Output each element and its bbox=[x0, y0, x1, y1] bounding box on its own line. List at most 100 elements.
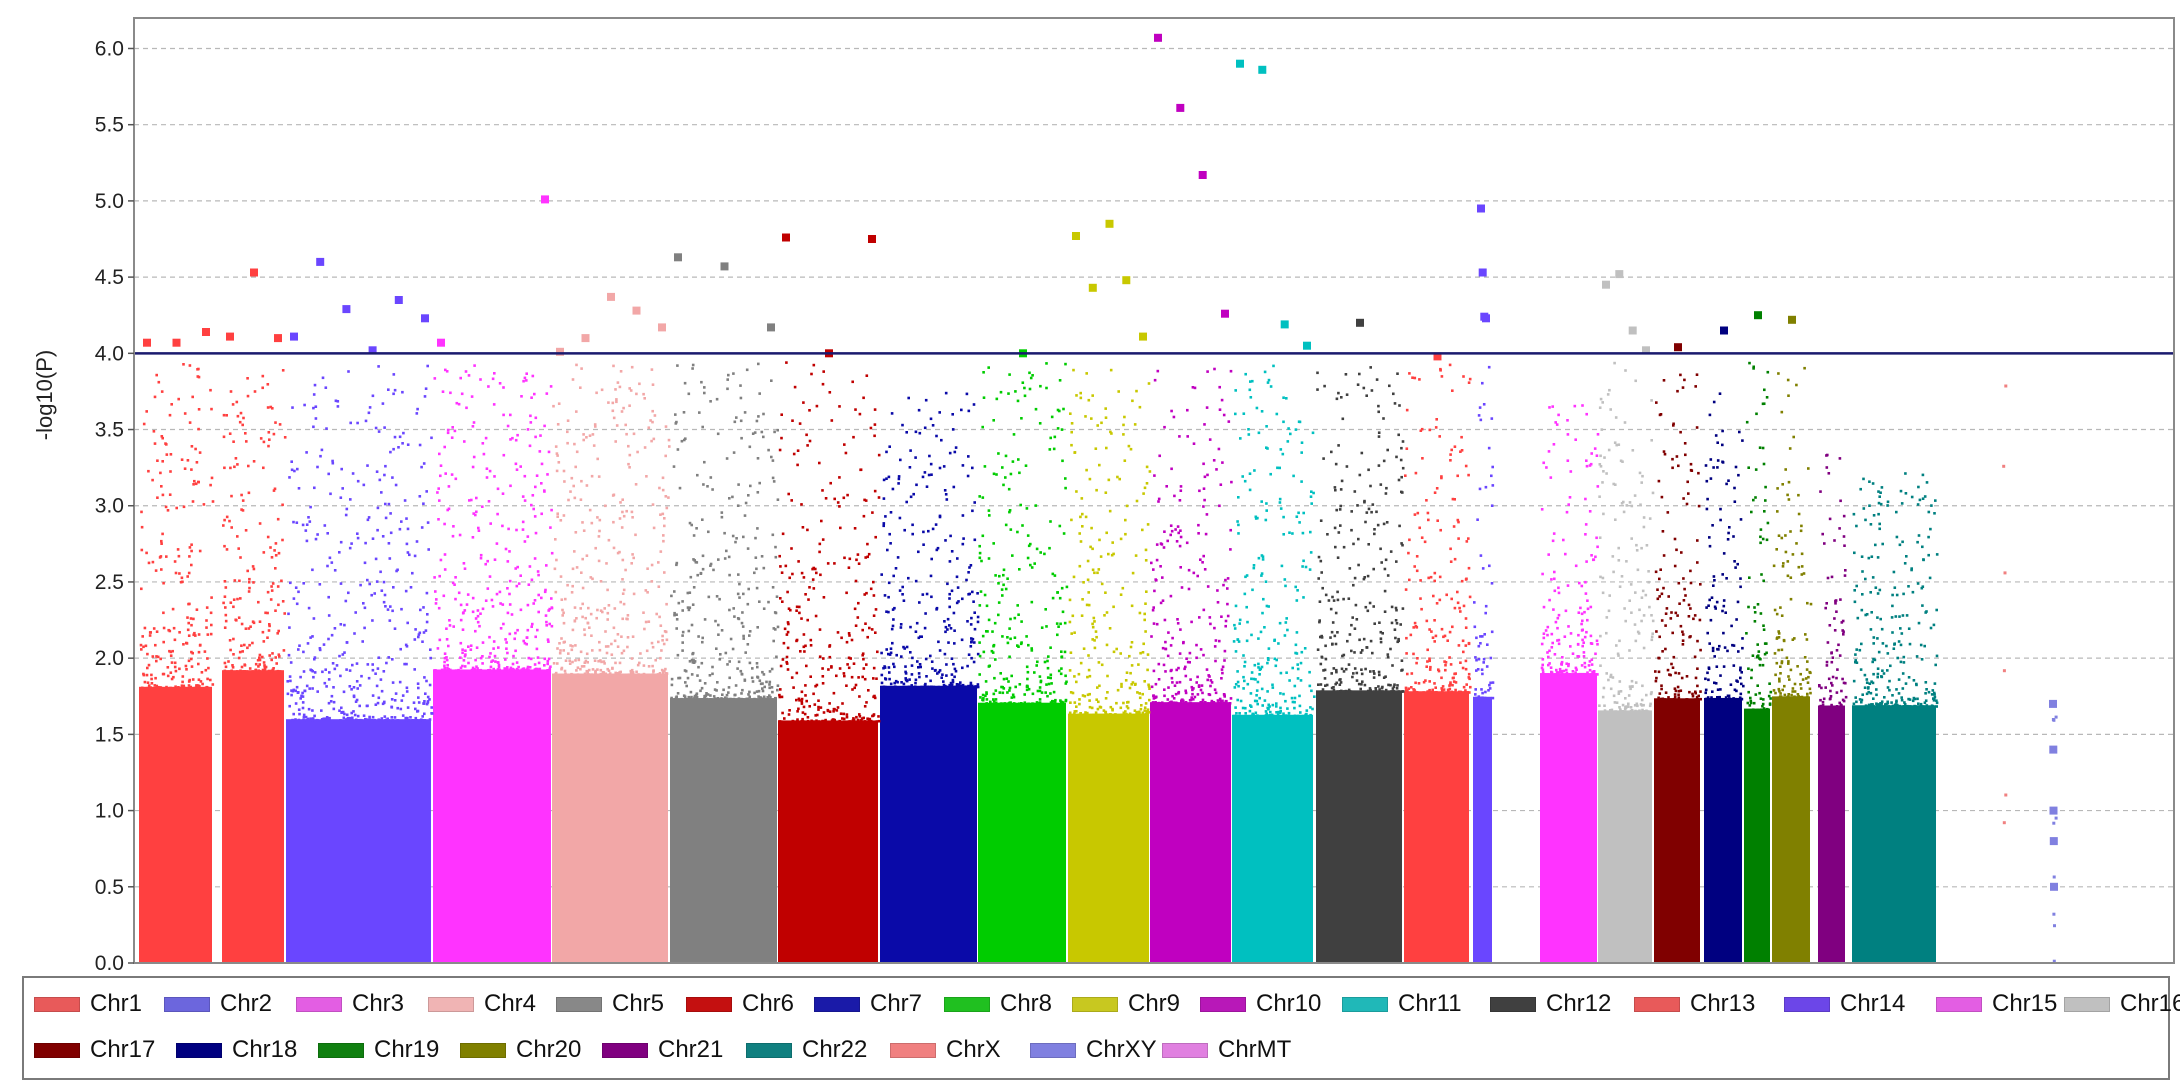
snp-point bbox=[1590, 663, 1594, 666]
snp-point bbox=[264, 665, 268, 669]
snp-point bbox=[1242, 675, 1245, 679]
snp-point bbox=[651, 645, 655, 649]
snp-point bbox=[140, 525, 144, 529]
snp-point bbox=[1014, 685, 1017, 689]
snp-point bbox=[1053, 574, 1057, 577]
snp-point bbox=[693, 696, 696, 700]
snp-point bbox=[911, 656, 914, 660]
snp-point bbox=[1362, 637, 1366, 641]
snp-point bbox=[406, 551, 410, 554]
snp-point bbox=[1615, 701, 1619, 704]
snp-point bbox=[740, 621, 744, 625]
snp-point bbox=[488, 469, 492, 473]
snp-point bbox=[642, 392, 645, 396]
snp-point bbox=[1456, 601, 1460, 605]
snp-point bbox=[1481, 672, 1484, 676]
snp-point bbox=[237, 547, 240, 550]
snp-point bbox=[239, 556, 242, 559]
snp-point bbox=[195, 684, 198, 687]
snp-point bbox=[268, 654, 271, 657]
snp-point bbox=[186, 616, 189, 619]
snp-point bbox=[1248, 472, 1252, 475]
snp-point bbox=[1369, 639, 1373, 643]
snp-point bbox=[1236, 670, 1239, 673]
snp-point bbox=[1283, 578, 1287, 581]
snp-point bbox=[848, 557, 852, 561]
snp-point bbox=[1735, 689, 1738, 693]
snp-point bbox=[1640, 619, 1643, 623]
snp-point bbox=[880, 673, 884, 677]
snp-point bbox=[948, 451, 952, 455]
snp-point bbox=[1064, 477, 1067, 480]
snp-point bbox=[1555, 423, 1559, 426]
snp-point bbox=[1464, 644, 1468, 647]
snp-point bbox=[274, 609, 277, 612]
snp-point bbox=[273, 549, 276, 552]
snp-point bbox=[1660, 592, 1664, 596]
snp-point bbox=[1156, 369, 1160, 373]
snp-point bbox=[1753, 620, 1757, 623]
snp-point bbox=[1687, 492, 1690, 495]
snp-point bbox=[581, 615, 584, 619]
snp-point bbox=[170, 661, 174, 664]
snp-point bbox=[451, 581, 455, 585]
snp-point bbox=[1706, 696, 1710, 699]
snp-point bbox=[1550, 632, 1554, 636]
snp-point bbox=[1004, 523, 1008, 527]
snp-point bbox=[1574, 671, 1577, 674]
snp-point bbox=[152, 430, 156, 433]
snp-point bbox=[1769, 690, 1773, 694]
snp-point bbox=[1482, 403, 1486, 406]
snp-point bbox=[1296, 589, 1299, 592]
snp-point bbox=[1206, 702, 1210, 705]
snp-point bbox=[992, 419, 995, 422]
snp-point bbox=[872, 614, 876, 617]
snp-point bbox=[836, 631, 840, 634]
snp-point bbox=[390, 698, 394, 701]
snp-point bbox=[1726, 694, 1730, 698]
snp-point bbox=[169, 686, 172, 690]
snp-point bbox=[887, 666, 891, 669]
snp-point bbox=[182, 685, 185, 689]
snp-point bbox=[1205, 668, 1209, 671]
snp-point bbox=[522, 379, 525, 383]
snp-point bbox=[1753, 611, 1757, 614]
snp-point bbox=[1384, 558, 1388, 562]
snp-point bbox=[360, 674, 363, 678]
snp-point bbox=[1252, 564, 1256, 567]
snp-point bbox=[1109, 368, 1113, 372]
snp-point bbox=[246, 569, 249, 573]
snp-point bbox=[1397, 639, 1400, 643]
snp-point bbox=[155, 684, 158, 688]
snp-point bbox=[1467, 381, 1471, 384]
snp-point bbox=[1243, 665, 1246, 668]
snp-point bbox=[1024, 464, 1028, 467]
snp-point bbox=[1318, 619, 1321, 622]
snp-point bbox=[626, 617, 629, 621]
snp-point bbox=[1119, 593, 1123, 596]
snp-point bbox=[319, 454, 322, 458]
snp-point bbox=[506, 560, 510, 563]
snp-point bbox=[1091, 568, 1095, 572]
snp-point bbox=[1257, 637, 1260, 640]
snp-point bbox=[782, 641, 786, 645]
snp-point bbox=[779, 720, 783, 723]
snp-point bbox=[1671, 666, 1675, 669]
snp-point bbox=[475, 646, 479, 649]
snp-point bbox=[371, 715, 375, 719]
snp-point bbox=[756, 491, 760, 494]
snp-point bbox=[1601, 401, 1604, 404]
snp-point bbox=[873, 434, 876, 438]
snp-point bbox=[443, 667, 446, 670]
snp-point bbox=[1465, 540, 1469, 543]
snp-point bbox=[866, 542, 869, 546]
snp-point bbox=[709, 694, 712, 697]
snp-point bbox=[605, 562, 608, 565]
snp-point bbox=[1293, 714, 1297, 718]
snp-point bbox=[176, 548, 180, 551]
snp-point bbox=[1722, 599, 1726, 602]
snp-point bbox=[232, 637, 235, 641]
snp-point bbox=[533, 557, 537, 560]
snp-point bbox=[1246, 620, 1249, 624]
snp-point bbox=[1284, 714, 1288, 717]
